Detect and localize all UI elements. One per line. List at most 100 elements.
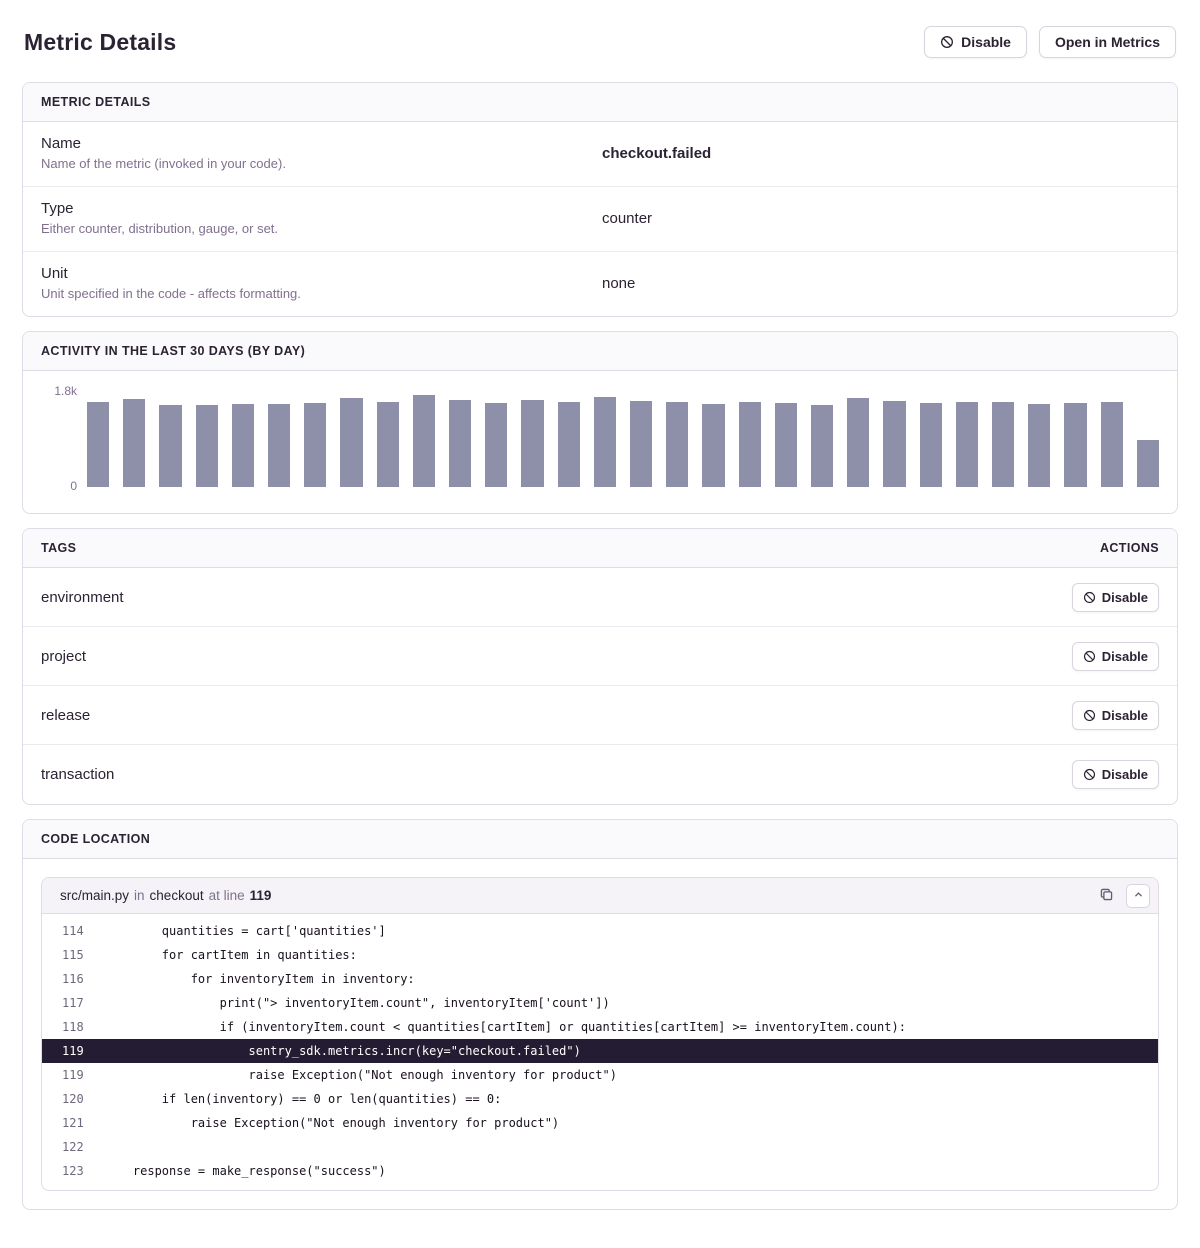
- code-file: src/main.py: [60, 888, 130, 903]
- line-number: 121: [62, 1116, 84, 1130]
- tag-disable-button-release[interactable]: Disable: [1071, 700, 1159, 730]
- line-code: quantities = cart['quantities']: [104, 924, 386, 938]
- line-code: if len(inventory) == 0 or len(quantities…: [104, 1092, 502, 1106]
- code-function: checkout: [149, 888, 204, 903]
- activity-bar: [1028, 404, 1051, 487]
- copy-button[interactable]: [1095, 883, 1118, 909]
- line-code: raise Exception("Not enough inventory fo…: [104, 1068, 617, 1082]
- line-code: raise Exception("Not enough inventory fo…: [104, 1116, 560, 1130]
- collapse-button[interactable]: [1126, 883, 1150, 908]
- detail-row-unit: Unit Unit specified in the code - affect…: [23, 252, 1177, 316]
- activity-bar: [159, 405, 182, 487]
- activity-bar: [231, 403, 255, 487]
- line-number: 123: [62, 1164, 84, 1178]
- detail-left: Name Name of the metric (invoked in your…: [41, 135, 600, 171]
- detail-label: Name: [41, 135, 82, 152]
- y-axis: 1.8k 0: [37, 384, 87, 493]
- line-number: 117: [62, 996, 84, 1010]
- tag-disable-button-environment[interactable]: Disable: [1071, 582, 1159, 612]
- line-number: 120: [62, 1092, 84, 1106]
- code-in-word: in: [134, 888, 145, 903]
- tag-disable-button-project[interactable]: Disable: [1071, 641, 1159, 671]
- code-location-panel-header: CODE LOCATION: [23, 820, 1177, 859]
- activity-bar: [1136, 440, 1160, 487]
- ban-icon: [1083, 650, 1096, 663]
- activity-panel-title: ACTIVITY IN THE LAST 30 DAYS (BY DAY): [41, 344, 306, 358]
- activity-bar: [666, 402, 689, 487]
- code-breadcrumb: src/main.py in checkout at line 119: [60, 888, 1095, 903]
- tags-actions-header: ACTIONS: [1099, 541, 1159, 555]
- tag-row-environment: environment Disable: [23, 568, 1177, 627]
- tag-disable-button-transaction[interactable]: Disable: [1071, 760, 1159, 789]
- tag-disable-label: Disable: [1101, 589, 1148, 605]
- activity-chart: 1.8k 0: [23, 371, 1177, 513]
- activity-bar: [702, 403, 725, 487]
- code-line: 120 if len(inventory) == 0 or len(quanti…: [42, 1087, 1158, 1111]
- code-header: src/main.py in checkout at line 119: [42, 878, 1158, 914]
- tag-row-project: project Disable: [23, 627, 1177, 686]
- ban-icon: [940, 35, 954, 49]
- y-axis-zero-label: 0: [70, 479, 77, 493]
- tag-disable-label: Disable: [1101, 648, 1148, 664]
- activity-bar: [919, 403, 942, 487]
- detail-description: Either counter, distribution, gauge, or …: [41, 221, 279, 236]
- detail-label: Type: [41, 200, 74, 217]
- copy-icon: [1099, 887, 1114, 905]
- disable-button-label: Disable: [961, 34, 1011, 50]
- line-number: 114: [62, 924, 84, 938]
- activity-bar: [955, 401, 979, 487]
- line-number: 119: [62, 1044, 84, 1058]
- disable-button[interactable]: Disable: [924, 26, 1027, 58]
- detail-value-unit: none: [602, 274, 636, 292]
- detail-left: Unit Unit specified in the code - affect…: [41, 265, 600, 301]
- activity-bar: [123, 399, 146, 487]
- code-line: 119 raise Exception("Not enough inventor…: [42, 1063, 1158, 1087]
- line-number: 118: [62, 1020, 84, 1034]
- code-line: 115 for cartItem in quantities:: [42, 943, 1158, 967]
- code-line: 122: [42, 1135, 1158, 1159]
- panel-code-location: CODE LOCATION src/main.py in checkout at…: [22, 819, 1178, 1210]
- tags-panel-header: TAGS ACTIONS: [23, 529, 1177, 568]
- panel-metric-details: METRIC DETAILS Name Name of the metric (…: [22, 82, 1178, 317]
- tags-panel-title: TAGS: [41, 541, 77, 555]
- activity-bar: [340, 397, 363, 487]
- open-in-metrics-button[interactable]: Open in Metrics: [1038, 26, 1176, 58]
- activity-bar: [847, 398, 870, 487]
- ban-icon: [1083, 768, 1096, 781]
- metric-details-panel-title: METRIC DETAILS: [41, 95, 151, 109]
- line-number: 122: [62, 1140, 84, 1154]
- activity-bar: [1100, 401, 1123, 487]
- code-block: src/main.py in checkout at line 119: [41, 877, 1159, 1191]
- activity-bar: [87, 402, 110, 487]
- line-code: [104, 1135, 1158, 1159]
- top-bar: Metric Details Disable Open in Metrics: [24, 26, 1176, 58]
- page-container: Metric Details Disable Open in Metrics M…: [22, 26, 1178, 1210]
- detail-row-name: Name Name of the metric (invoked in your…: [23, 122, 1177, 187]
- detail-description: Unit specified in the code - affects for…: [41, 286, 301, 301]
- page-title: Metric Details: [24, 28, 177, 55]
- line-number: 115: [62, 948, 84, 962]
- activity-bar: [630, 400, 653, 487]
- line-code: print("> inventoryItem.count", inventory…: [104, 996, 610, 1010]
- activity-bar: [376, 401, 399, 487]
- line-code: response = make_response("success"): [104, 1164, 386, 1178]
- activity-bar: [485, 402, 508, 487]
- code-at-line-words: at line: [208, 888, 245, 903]
- detail-value-type: counter: [602, 209, 653, 227]
- line-code: sentry_sdk.metrics.incr(key="checkout.fa…: [104, 1044, 581, 1058]
- tag-label: release: [41, 706, 91, 724]
- line-code: if (inventoryItem.count < quantities[car…: [104, 1020, 906, 1034]
- code-line: 114 quantities = cart['quantities']: [42, 919, 1158, 943]
- detail-label: Unit: [41, 265, 68, 282]
- activity-bar: [521, 400, 544, 487]
- tag-row-release: release Disable: [23, 686, 1177, 745]
- panel-activity: ACTIVITY IN THE LAST 30 DAYS (BY DAY) 1.…: [22, 331, 1178, 514]
- line-code: for cartItem in quantities:: [104, 948, 357, 962]
- activity-bar: [1064, 402, 1087, 487]
- detail-value-name: checkout.failed: [602, 144, 712, 162]
- tag-label: project: [41, 647, 87, 665]
- top-actions: Disable Open in Metrics: [924, 26, 1176, 58]
- tag-label: transaction: [41, 766, 115, 783]
- activity-bars: [87, 389, 1160, 487]
- activity-bar: [304, 402, 327, 487]
